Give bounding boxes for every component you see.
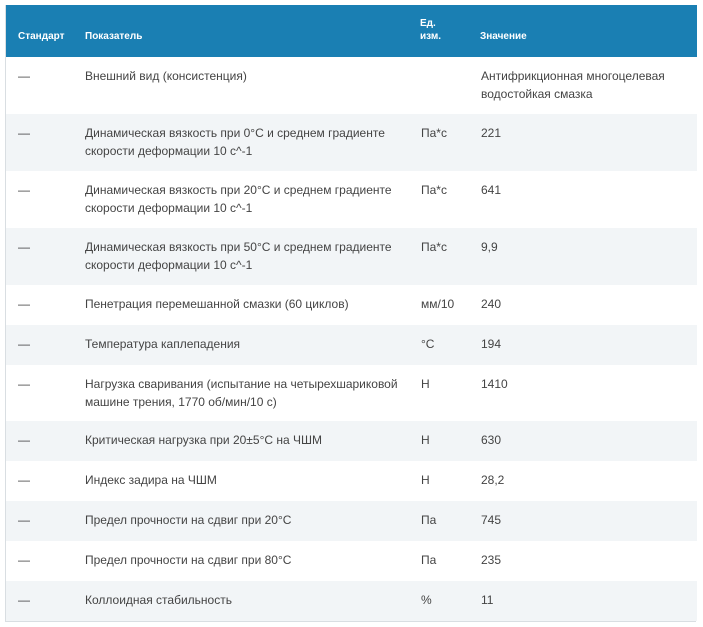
header-standard: Стандарт bbox=[18, 31, 65, 42]
table-row: — Внешний вид (консистенция) Антифрикционн… bbox=[6, 57, 697, 114]
cell-value: 630 bbox=[481, 433, 502, 447]
cell-standard: — bbox=[18, 297, 30, 311]
table-body: — Внешний вид (консистенция) Антифрикционн… bbox=[6, 57, 697, 621]
table-row: — Пенетрация перемешанной смазки (60 цикл… bbox=[6, 285, 697, 325]
cell-indicator: Температура каплепадения bbox=[85, 337, 241, 351]
cell-unit: °С bbox=[421, 337, 435, 351]
cell-standard: — bbox=[18, 473, 30, 487]
cell-indicator: Предел прочности на сдвиг при 20°С bbox=[85, 513, 292, 527]
cell-indicator: Динамическая вязкость при 20°С и среднем… bbox=[85, 183, 392, 215]
cell-value: 221 bbox=[481, 126, 502, 140]
cell-value: 641 bbox=[481, 183, 502, 197]
cell-value: 9,9 bbox=[481, 240, 498, 254]
cell-unit bbox=[420, 57, 480, 114]
cell-unit: Па bbox=[421, 513, 437, 527]
cell-unit: % bbox=[421, 593, 432, 607]
header-unit-line1: Ед. bbox=[420, 18, 436, 29]
table-row: — Коллоидная стабильность% 11 bbox=[6, 581, 697, 621]
cell-standard: — bbox=[18, 377, 30, 391]
cell-value: 11 bbox=[481, 593, 494, 607]
cell-indicator: Предел прочности на сдвиг при 80°С bbox=[85, 553, 292, 567]
cell-value: 194 bbox=[481, 337, 502, 351]
cell-value: 240 bbox=[481, 297, 502, 311]
cell-unit: Па*с bbox=[421, 126, 447, 140]
header-row: Стандарт Показатель Ед. изм. Значение bbox=[6, 5, 697, 57]
table-row: — Индекс задира на ЧШМ Н 28,2 bbox=[6, 461, 697, 501]
cell-standard: — bbox=[18, 593, 30, 607]
cell-standard: — bbox=[18, 513, 30, 527]
header-unit-line2: изм. bbox=[420, 31, 442, 42]
table-row: — Динамическая вязкость при 50°С и средне… bbox=[6, 228, 697, 285]
cell-value: Антифрикционная многоцелевая водостойкая… bbox=[481, 69, 665, 101]
cell-unit: Па*с bbox=[421, 183, 447, 197]
cell-standard: — bbox=[18, 126, 30, 140]
table-row: — Нагрузка сваривания (испытание на четыр… bbox=[6, 365, 697, 421]
table-row: — Температура каплепадения °С 194 bbox=[6, 325, 697, 365]
cell-standard: — bbox=[18, 240, 30, 254]
header-indicator: Показатель bbox=[85, 31, 143, 42]
cell-unit: Па*с bbox=[421, 240, 447, 254]
table-row: — Критическая нагрузка при 20±5°С на ЧШМ Н… bbox=[6, 421, 697, 461]
cell-indicator: Критическая нагрузка при 20±5°С на ЧШМ bbox=[85, 433, 322, 447]
cell-standard: — bbox=[18, 183, 30, 197]
cell-indicator: Индекс задира на ЧШМ bbox=[85, 473, 217, 487]
cell-unit: Н bbox=[421, 377, 430, 391]
table-row: — Предел прочности на сдвиг при 20°С Па 745 bbox=[6, 501, 697, 541]
cell-standard: — bbox=[18, 337, 30, 351]
cell-indicator: Динамическая вязкость при 50°С и среднем… bbox=[85, 240, 392, 272]
cell-unit: Н bbox=[421, 433, 430, 447]
cell-standard: — bbox=[18, 433, 30, 447]
cell-indicator: Динамическая вязкость при 0°С и среднем … bbox=[85, 126, 385, 158]
cell-unit: мм/10 bbox=[421, 297, 455, 311]
cell-standard: — bbox=[18, 69, 30, 83]
cell-value: 1410 bbox=[481, 377, 508, 391]
header-value: Значение bbox=[480, 31, 527, 42]
cell-indicator: Пенетрация перемешанной смазки (60 цикло… bbox=[85, 297, 349, 311]
table-row: — Динамическая вязкость при 0°С и среднем… bbox=[6, 114, 697, 171]
header-unit: Ед. изм. bbox=[420, 5, 480, 57]
cell-unit: Па bbox=[421, 553, 437, 567]
cell-value: 28,2 bbox=[481, 473, 505, 487]
cell-unit: Н bbox=[421, 473, 430, 487]
cell-value: 235 bbox=[481, 553, 502, 567]
cell-indicator: Нагрузка сваривания (испытание на четыре… bbox=[85, 377, 398, 409]
table-row: — Динамическая вязкость при 20°С и средне… bbox=[6, 171, 697, 228]
cell-standard: — bbox=[18, 553, 30, 567]
table-header: Стандарт Показатель Ед. изм. Значение bbox=[6, 5, 697, 57]
table-row: — Предел прочности на сдвиг при 80°С Па 235 bbox=[6, 541, 697, 581]
spec-table-container: Стандарт Показатель Ед. изм. Значение — В… bbox=[5, 5, 697, 622]
spec-table: Стандарт Показатель Ед. изм. Значение — В… bbox=[6, 5, 697, 621]
cell-indicator: Внешний вид (консистенция) bbox=[85, 69, 247, 83]
cell-indicator: Коллоидная стабильность bbox=[85, 593, 232, 607]
cell-value: 745 bbox=[481, 513, 502, 527]
